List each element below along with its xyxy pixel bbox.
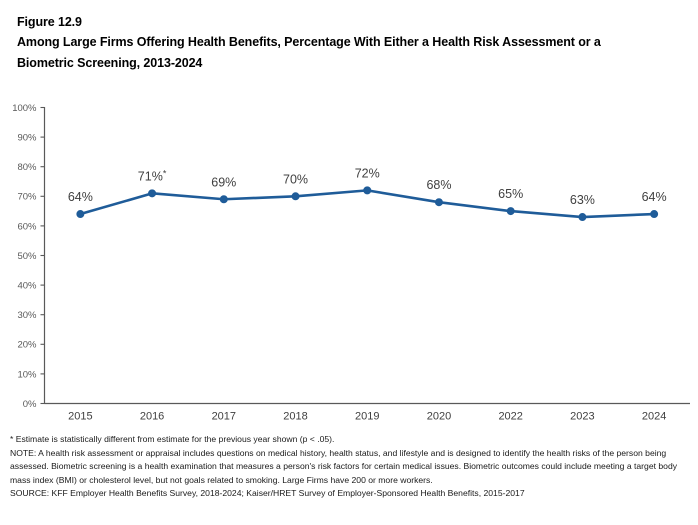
x-axis-tick-label: 2023 — [570, 411, 594, 423]
x-axis-tick-label: 2018 — [283, 411, 307, 423]
figure-title: Among Large Firms Offering Health Benefi… — [17, 35, 601, 70]
y-axis-tick-label: 60% — [17, 221, 37, 232]
data-point-markers — [76, 186, 659, 222]
data-point-marker — [650, 210, 659, 219]
y-axis-tick-label: 30% — [17, 310, 37, 321]
data-point-label: 72% — [355, 166, 380, 180]
y-axis-tick-label: 90% — [17, 133, 37, 144]
data-point-marker — [148, 189, 157, 198]
data-point-marker — [578, 213, 587, 222]
x-axis-ticks: 2015 2016 2017 2018 2019 2020 2022 2023 2024 — [68, 411, 666, 423]
data-point-marker — [363, 186, 372, 195]
y-axis-tick-label: 10% — [17, 369, 37, 380]
x-axis-tick-label: 2024 — [642, 411, 666, 423]
title-block: Figure 12.9 Among Large Firms Offering H… — [17, 13, 677, 74]
y-axis-tick-label: 50% — [17, 251, 37, 262]
data-point-label: 63% — [570, 193, 595, 207]
y-axis-tick-label: 0% — [23, 399, 37, 410]
data-point-label: 64% — [642, 190, 667, 204]
y-axis-ticks: 0% 10% 20% 30% 40% 50% 60% 70% 80% 90% 100% — [12, 103, 45, 410]
data-point-marker — [219, 195, 228, 204]
y-axis-tick-label: 70% — [17, 192, 37, 203]
data-point-marker — [76, 210, 85, 219]
data-point-label: 68% — [426, 178, 451, 192]
data-point-label: 70% — [283, 172, 308, 186]
data-point-label: 69% — [211, 175, 236, 189]
x-axis-tick-label: 2015 — [68, 411, 92, 423]
x-axis-tick-label: 2022 — [498, 411, 522, 423]
data-point-marker — [506, 207, 515, 216]
footnote-block: * Estimate is statistically different fr… — [10, 433, 690, 501]
x-axis-tick-label: 2016 — [140, 411, 164, 423]
footnote-source: SOURCE: KFF Employer Health Benefits Sur… — [10, 488, 525, 499]
data-point-label: 65% — [498, 187, 523, 201]
x-axis-tick-label: 2017 — [212, 411, 236, 423]
y-axis-tick-label: 40% — [17, 281, 37, 292]
data-point-label: 64% — [68, 190, 93, 204]
data-point-labels: 64% 71%* 69% 70% 72% 68% 65% 63% 64% — [68, 166, 667, 207]
footnote-note: NOTE: A health risk assessment or apprai… — [10, 447, 678, 485]
chart-canvas: 0%10%20%30%40%50%60%70%80%90%100% 2015 20… — [12, 103, 690, 423]
figure-number: Figure 12.9 — [17, 15, 82, 29]
line-chart: 0% 10% 20% 30% 40% 50% 60% 70% 80% 90% 100% 2015 20… — [0, 95, 698, 425]
x-axis-tick-label: 2019 — [355, 411, 379, 423]
y-axis-tick-label: 80% — [17, 162, 37, 173]
footnote-significance: * Estimate is statistically different fr… — [10, 434, 335, 444]
x-axis-tick-label: 2020 — [427, 411, 451, 423]
data-point-marker — [291, 192, 300, 201]
y-axis-tick-label: 100% — [12, 103, 37, 114]
data-point-label: 71%* — [138, 168, 167, 183]
data-point-marker — [434, 198, 443, 207]
y-axis-tick-label: 20% — [17, 340, 37, 351]
